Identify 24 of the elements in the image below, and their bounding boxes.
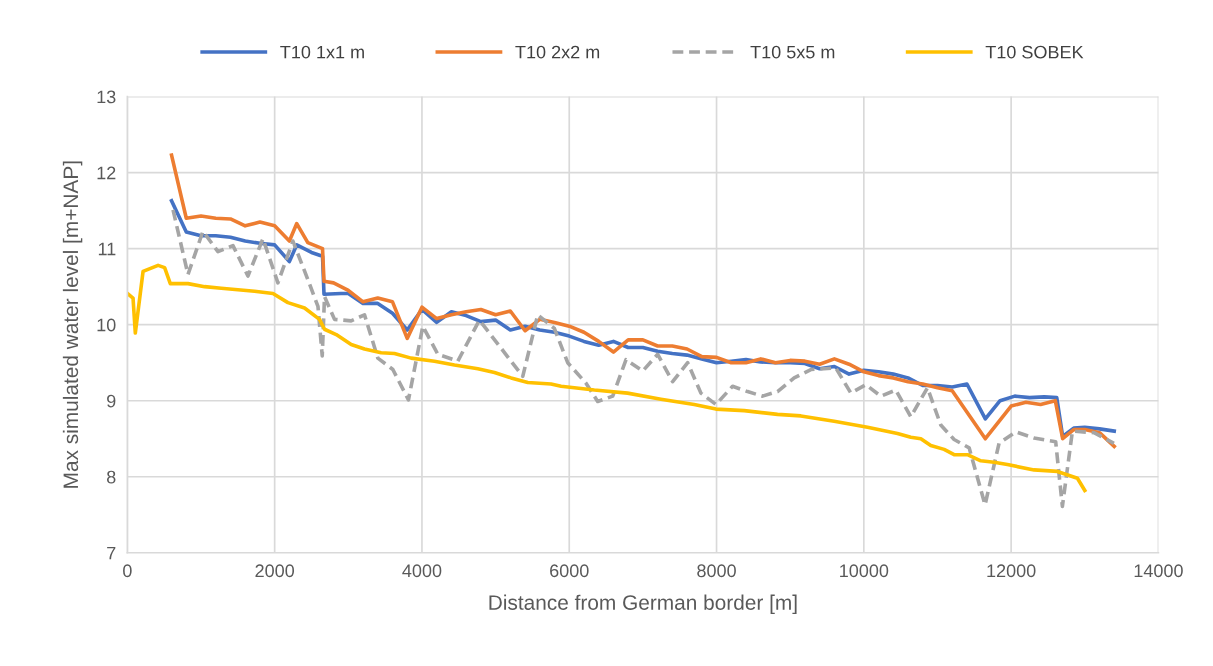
- x-tick-label: 8000: [697, 564, 736, 578]
- legend-label: T10 1x1 m: [280, 45, 364, 59]
- x-tick-label: 0: [123, 564, 132, 578]
- y-axis-title: Max simulated water level [m+NAP]: [62, 161, 83, 488]
- line-series: [171, 208, 1116, 509]
- x-tick-label: 2000: [255, 564, 295, 578]
- y-tick-label: 10: [97, 318, 116, 332]
- x-tick-label: 14000: [1134, 564, 1183, 578]
- y-tick-label: 9: [107, 394, 116, 408]
- x-axis-title: Distance from German border [m]: [489, 594, 797, 615]
- y-tick-label: 13: [97, 90, 116, 104]
- y-tick-label: 11: [98, 242, 116, 256]
- x-tick-label: 4000: [402, 564, 442, 578]
- x-tick-label: 12000: [987, 564, 1036, 578]
- x-tick-label: 6000: [550, 564, 589, 578]
- y-tick-label: 12: [97, 166, 116, 180]
- y-tick-label: 8: [107, 470, 116, 484]
- legend-label: T10 2x2 m: [515, 45, 600, 59]
- line-series: [127, 263, 1087, 493]
- legend-label: T10 SOBEK: [985, 45, 1084, 59]
- y-tick-label: 7: [107, 546, 116, 560]
- legend-label: T10 5x5 m: [750, 45, 835, 59]
- x-tick-label: 10000: [840, 564, 889, 578]
- line-series: [169, 153, 1117, 449]
